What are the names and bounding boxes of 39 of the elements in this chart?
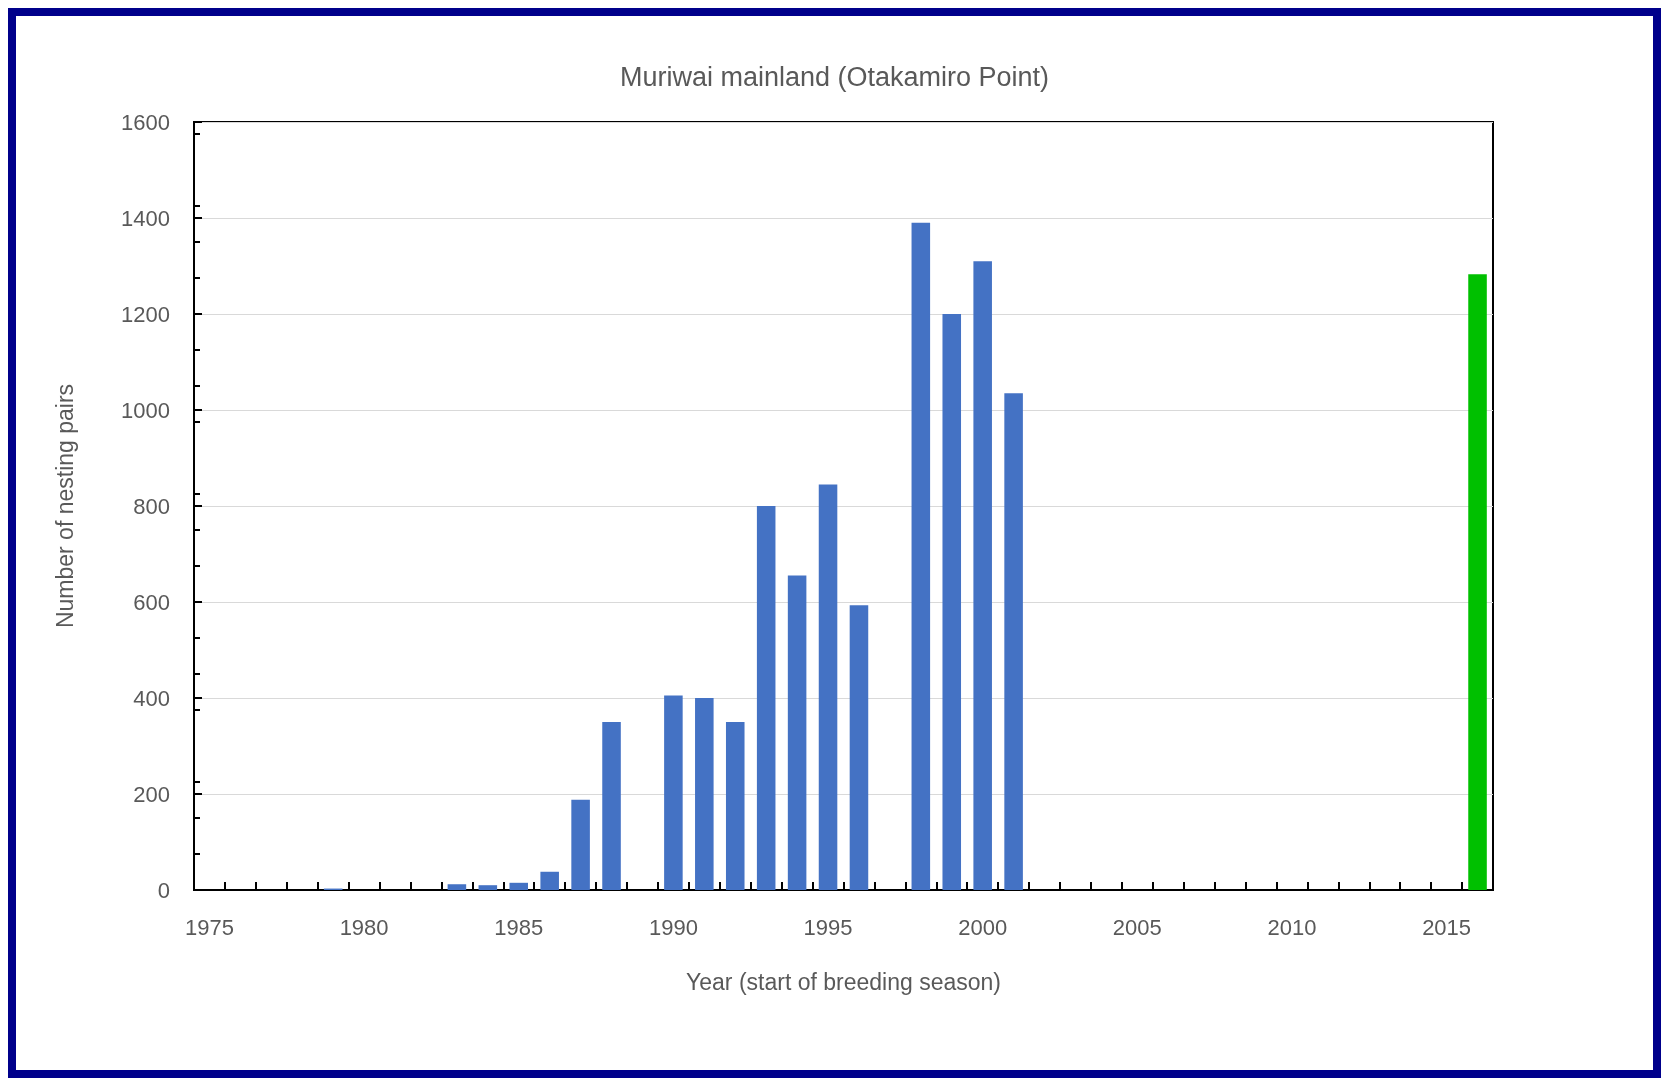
bar <box>478 885 498 890</box>
chart-title: Muriwai mainland (Otakamiro Point) <box>619 61 1050 92</box>
y-tick-label: 800 <box>133 493 170 519</box>
x-tick-label: 1980 <box>339 914 389 940</box>
bar <box>1468 274 1487 890</box>
x-tick-label: 2000 <box>958 914 1008 940</box>
bar <box>942 314 962 890</box>
x-tick-label: 1995 <box>803 914 853 940</box>
bar <box>911 222 931 890</box>
bar <box>571 799 590 890</box>
bar <box>447 884 467 890</box>
bar <box>540 871 559 890</box>
bar <box>787 575 807 890</box>
x-tick-label: 2005 <box>1112 914 1162 940</box>
y-tick-label: 1000 <box>121 397 170 423</box>
x-tick-label: 1975 <box>184 914 234 940</box>
y-tick-label: 1600 <box>121 109 170 135</box>
x-axis-title: Year (start of breeding season) <box>686 968 1001 995</box>
y-axis-title: Number of nesting pairs <box>51 383 78 629</box>
y-tick-label: 600 <box>133 589 170 615</box>
bar <box>725 722 745 890</box>
y-tick-label: 400 <box>133 685 170 711</box>
bar <box>664 695 683 890</box>
y-tick-label: 1200 <box>121 301 170 327</box>
x-tick-label: 2010 <box>1267 914 1317 940</box>
y-tick-label: 200 <box>133 781 170 807</box>
bar <box>973 261 992 890</box>
bar <box>756 506 776 890</box>
y-tick-label: 1400 <box>121 205 170 231</box>
bar <box>695 698 714 890</box>
x-tick-label: 2015 <box>1422 914 1472 940</box>
bar <box>818 484 838 890</box>
x-tick-label: 1985 <box>494 914 544 940</box>
bar <box>509 882 529 890</box>
bar <box>602 722 621 890</box>
y-tick-label: 0 <box>157 877 170 903</box>
x-tick-label: 1990 <box>648 914 698 940</box>
bar <box>849 605 869 890</box>
bar <box>1004 393 1023 890</box>
